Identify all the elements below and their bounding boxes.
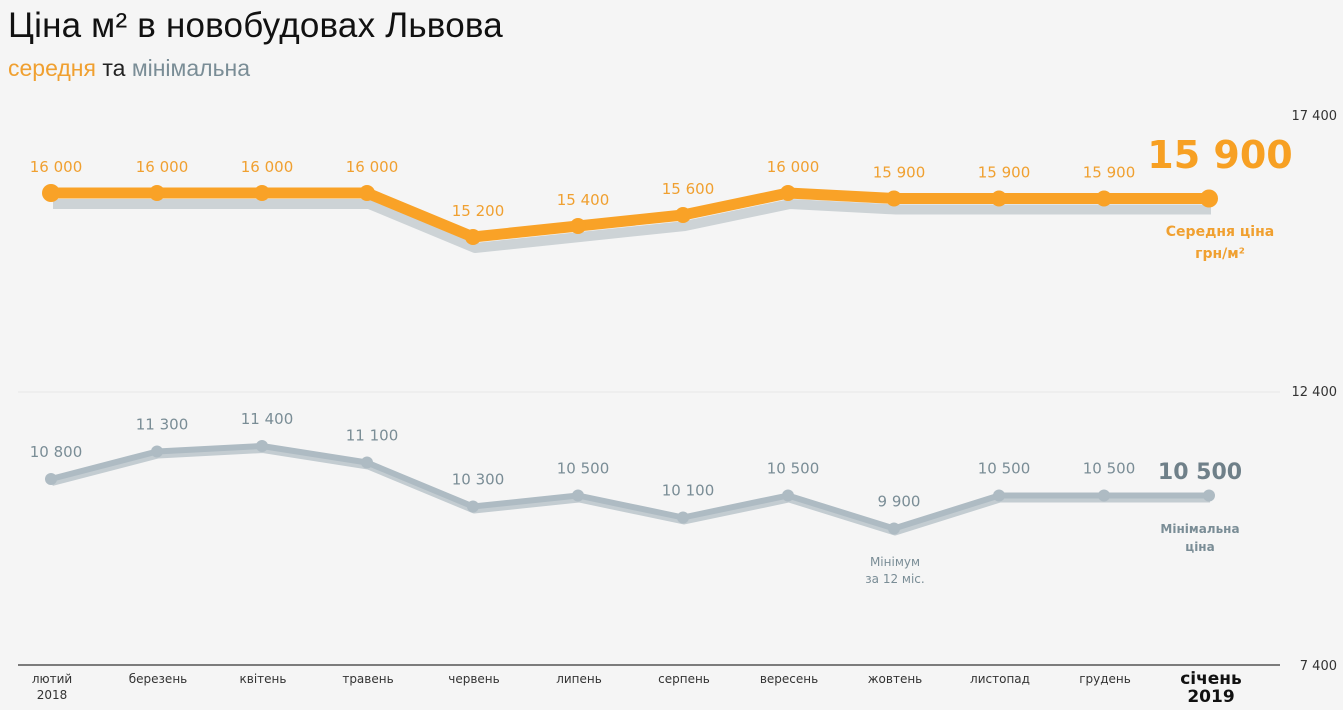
minimum-point[interactable]	[1203, 489, 1215, 502]
minimum-caption-line1: Мінімальна	[1160, 522, 1239, 536]
subtitle-minimum: мінімальна	[131, 55, 251, 81]
minimum-value-label: 11 400	[241, 410, 294, 428]
minimum-line-shadow	[51, 447, 1210, 536]
average-value-label: 15 900	[1083, 164, 1136, 182]
minimum-point[interactable]	[572, 489, 584, 502]
minimum-value-label: 10 500	[1083, 460, 1136, 478]
chart-subtitle: середня та мінімальна	[8, 55, 250, 82]
average-point[interactable]	[1096, 190, 1112, 207]
average-point[interactable]	[991, 190, 1007, 207]
average-line-shadow	[53, 199, 1211, 253]
average-value-label: 15 900	[978, 164, 1031, 182]
minimum-value-label: 10 300	[452, 471, 505, 489]
minimum-final-value: 10 500	[1158, 460, 1242, 485]
x-tick-year-start: 2018	[37, 688, 68, 702]
average-final-value: 15 900	[1147, 133, 1292, 177]
minimum-value-label: 10 500	[767, 460, 820, 478]
minimum-point[interactable]	[361, 456, 373, 469]
average-value-label: 16 000	[30, 158, 83, 176]
average-point[interactable]	[886, 190, 902, 207]
average-value-label: 16 000	[346, 158, 399, 176]
average-point[interactable]	[570, 218, 586, 234]
y-tick-top: 17 400	[1292, 109, 1338, 124]
x-tick-year-end: 2019	[1187, 687, 1234, 707]
chart-title: Ціна м² в новобудовах Львова	[8, 6, 503, 45]
minimum-point[interactable]	[888, 522, 900, 535]
minimum-note-line1: Мінімум	[870, 555, 920, 569]
subtitle-average: середня	[8, 55, 96, 81]
minimum-point[interactable]	[993, 489, 1005, 502]
minimum-point[interactable]	[256, 440, 268, 452]
average-line	[51, 187, 1209, 243]
average-point[interactable]	[1200, 189, 1218, 208]
average-point[interactable]	[254, 185, 270, 201]
average-value-label: 15 200	[452, 202, 505, 220]
minimum-point[interactable]	[151, 445, 163, 458]
average-point[interactable]	[359, 185, 375, 201]
minimum-value-label: 9 900	[878, 493, 921, 511]
average-value-label: 16 000	[136, 158, 189, 176]
average-value-label: 15 400	[557, 191, 610, 209]
x-tick-label: травень	[342, 672, 393, 686]
x-tick-label: лютий	[32, 672, 72, 686]
x-tick-label: січень	[1180, 669, 1242, 689]
minimum-point[interactable]	[677, 511, 689, 524]
minimum-value-label: 11 100	[346, 427, 399, 445]
x-tick-label: липень	[556, 672, 602, 686]
minimum-point[interactable]	[45, 473, 57, 485]
x-tick-label: березень	[129, 672, 187, 686]
minimum-line	[50, 443, 1209, 532]
average-point[interactable]	[675, 207, 691, 223]
average-value-label: 15 600	[662, 180, 715, 198]
x-tick-label: жовтень	[868, 672, 923, 686]
minimum-value-label: 10 100	[662, 482, 715, 500]
minimum-caption-line2: ціна	[1185, 540, 1214, 554]
x-tick-label: квітень	[240, 672, 287, 686]
average-caption-line2: грн/м²	[1195, 246, 1245, 262]
x-tick-label: грудень	[1079, 672, 1131, 686]
minimum-note-line2: за 12 міс.	[865, 572, 924, 586]
average-point[interactable]	[42, 184, 60, 202]
x-tick-label: вересень	[760, 672, 818, 686]
average-point[interactable]	[780, 185, 796, 201]
minimum-value-label: 11 300	[136, 416, 189, 434]
minimum-value-label: 10 500	[978, 460, 1031, 478]
average-price-series: 16 000 16 000 16 000 16 000 15 200 15 400 15 6…	[30, 158, 1218, 253]
x-tick-label: серпень	[658, 672, 710, 686]
minimum-point[interactable]	[1098, 489, 1110, 502]
x-axis-labels: лютий березень квітень травень червень липень…	[32, 669, 1242, 707]
minimum-point[interactable]	[467, 500, 479, 513]
average-caption-line1: Середня ціна	[1166, 224, 1274, 240]
average-value-label: 16 000	[241, 158, 294, 176]
minimum-point[interactable]	[782, 489, 794, 502]
x-tick-label: червень	[448, 672, 499, 686]
minimum-price-series: 10 800 11 300 11 400 11 100 10 300 10 500 10 1…	[30, 410, 1215, 536]
average-point[interactable]	[149, 185, 165, 201]
minimum-value-label: 10 800	[30, 443, 83, 461]
average-value-label: 16 000	[767, 158, 820, 176]
y-tick-mid: 12 400	[1292, 385, 1338, 400]
average-point[interactable]	[465, 229, 481, 245]
average-value-label: 15 900	[873, 164, 926, 182]
x-tick-label: листопад	[970, 672, 1030, 686]
y-tick-bottom: 7 400	[1300, 659, 1337, 674]
subtitle-connector: та	[95, 55, 132, 81]
minimum-value-label: 10 500	[557, 460, 610, 478]
